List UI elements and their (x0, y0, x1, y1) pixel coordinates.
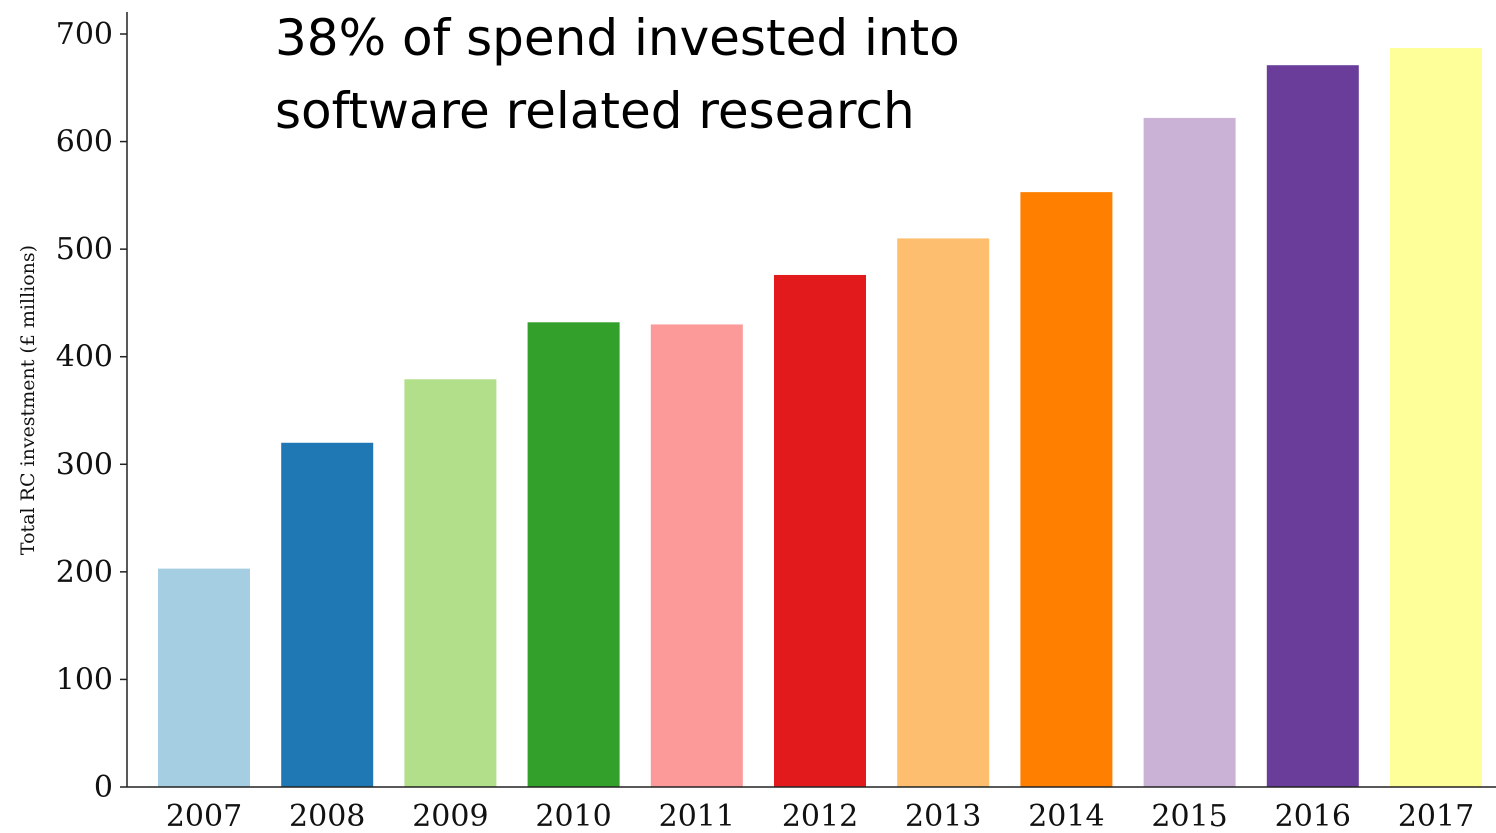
bar (1020, 192, 1113, 787)
x-tick-label: 2016 (1275, 799, 1351, 833)
y-tick-label: 600 (56, 125, 113, 160)
x-tick-label: 2012 (782, 799, 858, 833)
x-tick-label: 2009 (412, 799, 488, 833)
bar (1143, 117, 1236, 788)
y-tick-label: 700 (56, 17, 113, 52)
x-tick-label: 2010 (535, 799, 611, 833)
y-tick-label: 0 (94, 770, 113, 805)
bar (404, 379, 497, 787)
x-tick-label: 2008 (289, 799, 365, 833)
bar (650, 324, 743, 787)
bar (527, 322, 620, 787)
x-tick-label: 2007 (166, 799, 242, 833)
x-tick-label: 2017 (1398, 799, 1474, 833)
x-tick-label: 2011 (659, 799, 735, 833)
bar (1266, 65, 1359, 787)
y-tick-label: 200 (56, 555, 113, 590)
x-tick-label: 2014 (1028, 799, 1104, 833)
x-tick-label: 2013 (905, 799, 981, 833)
y-tick-label: 100 (56, 662, 113, 697)
y-tick-label: 400 (56, 340, 113, 375)
bar (1390, 47, 1482, 787)
annotation: 38% of spend invested into (275, 9, 960, 67)
bar (281, 442, 374, 787)
y-tick-label: 500 (56, 232, 113, 267)
bar (158, 568, 250, 787)
annotation: software related research (275, 82, 915, 140)
bar (897, 238, 990, 787)
y-tick-label: 300 (56, 447, 113, 482)
bar (774, 274, 866, 788)
y-axis-label: Total RC investment (£ millions) (17, 245, 39, 555)
x-tick-label: 2015 (1151, 799, 1227, 833)
